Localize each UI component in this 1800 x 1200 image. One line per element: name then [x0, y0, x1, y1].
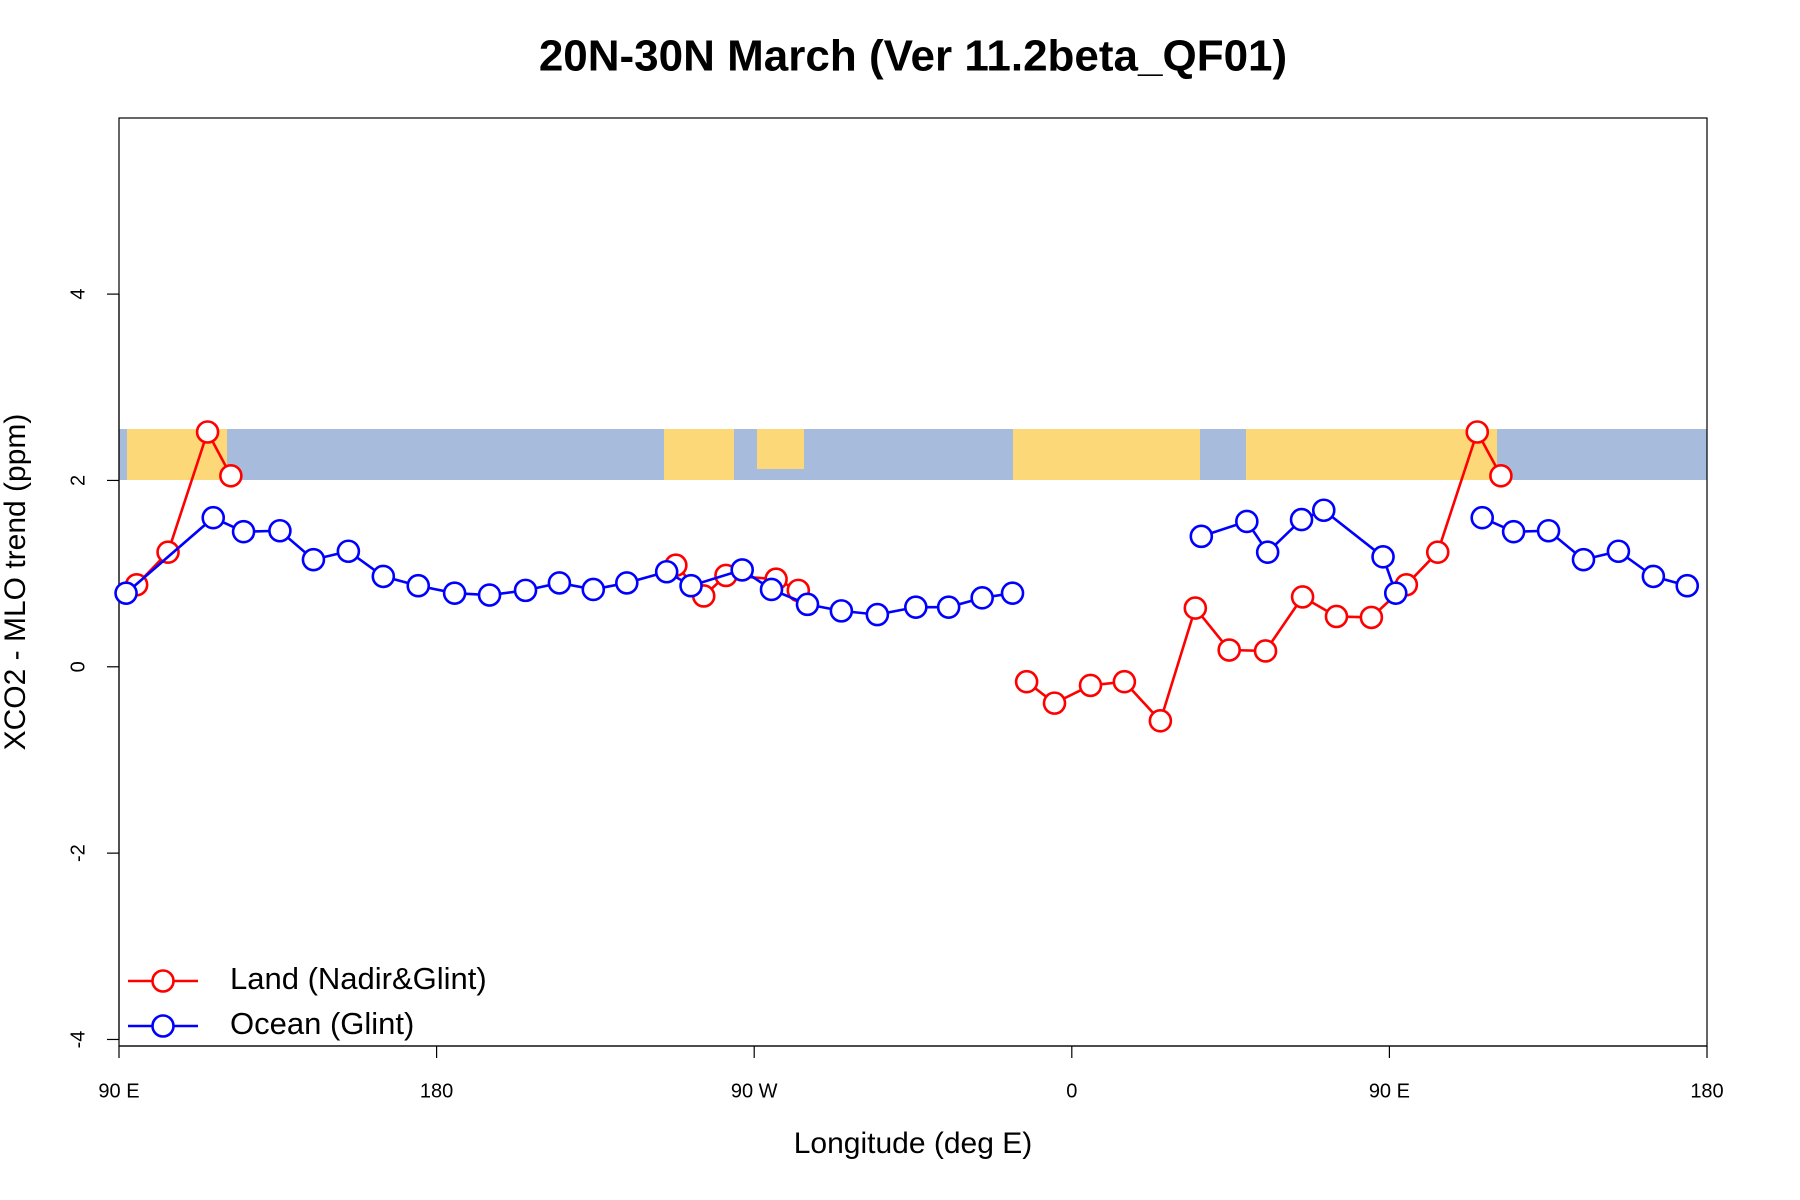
data-point — [865, 602, 890, 627]
data-point — [679, 573, 703, 598]
data-point — [1470, 505, 1495, 530]
data-point — [1290, 585, 1315, 609]
data-point — [371, 564, 396, 589]
data-point — [759, 577, 784, 602]
data-point — [1112, 669, 1137, 694]
data-point — [1536, 518, 1561, 543]
x-tick-label: 90 E — [1369, 1080, 1410, 1102]
map-band — [119, 429, 1707, 480]
x-tick-label: 180 — [420, 1080, 453, 1102]
data-point — [1571, 547, 1596, 572]
data-point — [1235, 509, 1259, 534]
data-point — [795, 592, 820, 617]
data-point — [654, 559, 679, 584]
data-point — [442, 581, 467, 605]
data-point — [195, 420, 220, 444]
data-point — [581, 577, 606, 602]
data-point — [1425, 540, 1450, 564]
x-tick-label: 90 E — [98, 1080, 139, 1102]
y-tick-label: 4 — [67, 289, 89, 300]
data-point — [1253, 639, 1278, 663]
data-point — [1606, 539, 1631, 564]
legend-marker — [151, 1014, 175, 1038]
data-point — [1465, 420, 1490, 444]
data-point — [1359, 605, 1384, 630]
data-point — [268, 518, 292, 543]
data-point — [219, 463, 243, 488]
data-point — [1189, 524, 1214, 549]
y-tick-label: -2 — [67, 844, 89, 862]
data-point — [730, 558, 755, 582]
data-point — [829, 599, 854, 623]
legend-marker — [151, 969, 175, 993]
data-point — [1014, 669, 1039, 694]
data-point — [1371, 545, 1395, 569]
data-point — [1148, 709, 1173, 733]
data-point — [336, 539, 361, 564]
data-point — [406, 573, 431, 598]
data-point — [1183, 596, 1208, 620]
data-point — [1217, 638, 1241, 662]
legend-label: Land (Nadir&Glint) — [230, 961, 487, 996]
y-axis-label: XCO2 - MLO trend (ppm) — [0, 414, 32, 751]
x-tick-label: 0 — [1066, 1080, 1077, 1102]
data-point — [936, 595, 961, 619]
data-point — [1311, 498, 1336, 523]
land-band — [1246, 429, 1497, 480]
data-point — [1255, 540, 1280, 564]
y-tick-label: 0 — [67, 661, 89, 672]
data-point — [547, 571, 572, 595]
land-band — [1013, 429, 1200, 480]
data-point — [1324, 604, 1349, 629]
data-point — [904, 595, 928, 619]
data-point — [1383, 581, 1408, 605]
y-tick-label: 2 — [67, 475, 89, 486]
data-point — [1641, 564, 1666, 589]
data-point — [156, 540, 180, 564]
data-point — [970, 586, 994, 610]
land-band — [664, 429, 734, 480]
land-band — [757, 429, 804, 469]
data-point — [1000, 581, 1025, 605]
x-axis-label: Longitude (deg E) — [794, 1127, 1033, 1160]
data-point — [114, 581, 138, 605]
data-point — [615, 571, 639, 595]
data-point — [1289, 507, 1314, 532]
data-point — [513, 578, 538, 603]
data-point — [1501, 519, 1526, 544]
x-tick-label: 180 — [1690, 1080, 1723, 1102]
data-point — [201, 505, 226, 530]
data-point — [477, 583, 502, 607]
data-point — [1675, 573, 1700, 598]
chart-title: 20N-30N March (Ver 11.2beta_QF01) — [539, 32, 1287, 81]
legend-label: Ocean (Glint) — [230, 1006, 414, 1041]
data-point — [1078, 673, 1103, 698]
x-tick-label: 90 W — [731, 1080, 778, 1102]
data-point — [1489, 463, 1513, 488]
data-point — [301, 547, 326, 572]
y-tick-label: -4 — [67, 1031, 89, 1049]
data-point — [1042, 691, 1067, 715]
data-point — [231, 519, 256, 544]
